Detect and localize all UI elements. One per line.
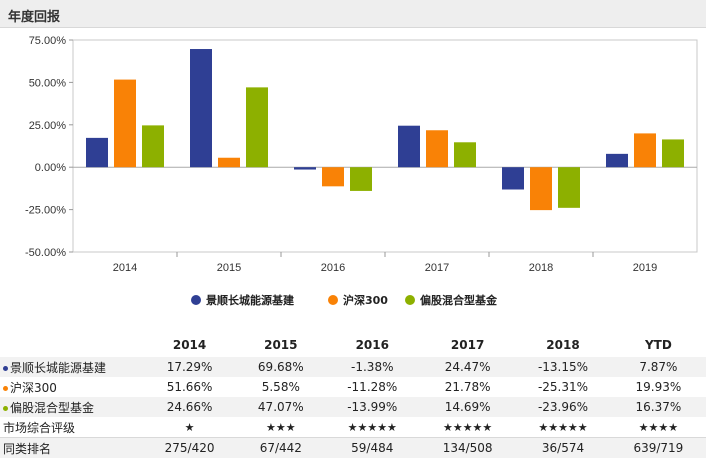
x-tick-label: 2017 <box>425 262 449 274</box>
legend-marker <box>328 295 338 305</box>
series-dot-hs300 <box>3 386 8 391</box>
table-cell: 51.66% <box>142 377 237 397</box>
bar <box>294 167 316 169</box>
table-header-blank <box>0 333 142 357</box>
y-tick-label: 0.00% <box>35 162 66 174</box>
y-tick-label: 75.00% <box>29 35 67 47</box>
table-cell: 36/574 <box>515 438 611 458</box>
section-header: 年度回报 <box>0 0 706 28</box>
x-tick-label: 2018 <box>529 262 553 274</box>
y-tick-label: -25.00% <box>25 205 66 217</box>
table-row-fund: 景顺长城能源基建 17.29% 69.68% -1.38% 24.47% -13… <box>0 357 706 377</box>
table-cell: 69.68% <box>237 357 324 377</box>
table-row-rank: 同类排名 275/420 67/442 59/484 134/508 36/57… <box>0 438 706 458</box>
bar <box>114 80 136 168</box>
table-cell: 14.69% <box>420 397 515 417</box>
bar <box>634 133 656 167</box>
table-row-rating: 市场综合评级 ★ ★★★ ★★★★★ ★★★★★ ★★★★★ ★★★★ <box>0 417 706 438</box>
table-cell: -13.99% <box>324 397 420 417</box>
bar <box>218 158 240 167</box>
table-cell: 17.29% <box>142 357 237 377</box>
table-cell: 67/442 <box>237 438 324 458</box>
bar <box>662 139 684 167</box>
y-tick-label: 25.00% <box>29 120 67 132</box>
table-cell: 21.78% <box>420 377 515 397</box>
table-cell: 47.07% <box>237 397 324 417</box>
table-cell: -11.28% <box>324 377 420 397</box>
table-cell: 19.93% <box>611 377 706 397</box>
row-label-rank: 同类排名 <box>0 438 142 458</box>
x-tick-label: 2015 <box>217 262 241 274</box>
series-dot-category <box>3 406 8 411</box>
bar <box>502 167 524 189</box>
series-dot-fund <box>3 366 8 371</box>
table-header-cell: YTD <box>611 333 706 357</box>
bar <box>190 49 212 167</box>
legend-marker <box>191 295 201 305</box>
bar <box>606 154 628 167</box>
x-tick-label: 2019 <box>633 262 657 274</box>
rating-stars: ★★★★★ <box>420 417 515 438</box>
table-header-cell: 2016 <box>324 333 420 357</box>
table-header-cell: 2018 <box>515 333 611 357</box>
table-cell: -1.38% <box>324 357 420 377</box>
bar <box>246 87 268 167</box>
y-tick-label: -50.00% <box>25 247 66 259</box>
table-cell: 7.87% <box>611 357 706 377</box>
rating-stars: ★★★★★ <box>515 417 611 438</box>
section-title: 年度回报 <box>8 6 60 25</box>
row-label-text: 偏股混合型基金 <box>10 401 94 415</box>
table-cell: 24.47% <box>420 357 515 377</box>
rating-stars: ★★★ <box>237 417 324 438</box>
bar <box>426 130 448 167</box>
table-cell: 16.37% <box>611 397 706 417</box>
bar <box>530 167 552 210</box>
bar <box>86 138 108 167</box>
legend-label: 景顺长城能源基建 <box>205 293 295 307</box>
table-cell: -25.31% <box>515 377 611 397</box>
table-cell: -13.15% <box>515 357 611 377</box>
table-cell: 134/508 <box>420 438 515 458</box>
row-label-text: 景顺长城能源基建 <box>10 361 106 375</box>
rating-stars: ★ <box>142 417 237 438</box>
legend-label: 偏股混合型基金 <box>420 293 498 307</box>
table-header-cell: 2015 <box>237 333 324 357</box>
row-label-category: 偏股混合型基金 <box>0 397 142 417</box>
row-label-rating: 市场综合评级 <box>0 417 142 438</box>
table-cell: 639/719 <box>611 438 706 458</box>
bar <box>454 142 476 167</box>
row-label-fund: 景顺长城能源基建 <box>0 357 142 377</box>
annual-return-table: 2014 2015 2016 2017 2018 YTD 景顺长城能源基建 17… <box>0 333 706 458</box>
row-label-text: 沪深300 <box>10 381 57 395</box>
legend-label: 沪深300 <box>343 293 388 307</box>
legend-marker <box>405 295 415 305</box>
bar <box>350 167 372 191</box>
y-tick-label: 50.00% <box>29 77 67 89</box>
table-cell: 59/484 <box>324 438 420 458</box>
table-header-cell: 2017 <box>420 333 515 357</box>
row-label-hs300: 沪深300 <box>0 377 142 397</box>
table-cell: 5.58% <box>237 377 324 397</box>
table-cell: 275/420 <box>142 438 237 458</box>
bar <box>398 126 420 168</box>
table-row-hs300: 沪深300 51.66% 5.58% -11.28% 21.78% -25.31… <box>0 377 706 397</box>
table-cell: 24.66% <box>142 397 237 417</box>
rating-stars: ★★★★★ <box>324 417 420 438</box>
table-row-category: 偏股混合型基金 24.66% 47.07% -13.99% 14.69% -23… <box>0 397 706 417</box>
table-header-cell: 2014 <box>142 333 237 357</box>
annual-return-chart: 75.00% 50.00% 25.00% 0.00% -25.00% -50.00% 201… <box>0 28 706 328</box>
table-header-row: 2014 2015 2016 2017 2018 YTD <box>0 333 706 357</box>
plot-frame <box>73 40 697 252</box>
x-tick-label: 2016 <box>321 262 345 274</box>
bar <box>322 167 344 186</box>
bar <box>142 125 164 167</box>
bar <box>558 167 580 208</box>
rating-stars: ★★★★ <box>611 417 706 438</box>
table-cell: -23.96% <box>515 397 611 417</box>
x-tick-label: 2014 <box>113 262 137 274</box>
